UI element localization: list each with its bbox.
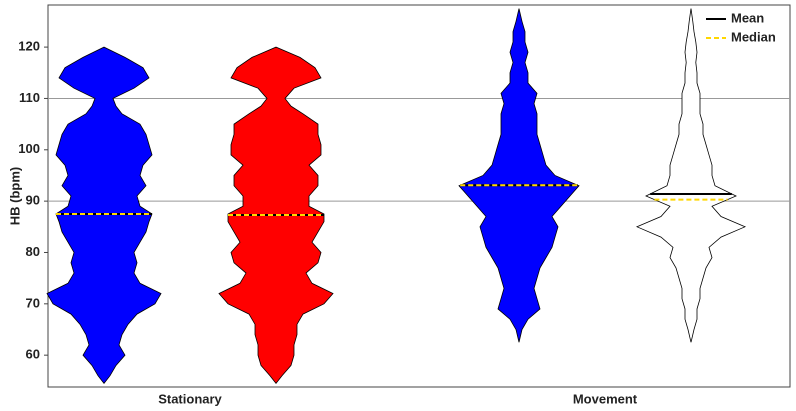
y-tick-label: 60 xyxy=(26,347,40,362)
legend-label: Median xyxy=(731,29,776,44)
y-tick-label: 80 xyxy=(26,244,40,259)
y-tick-label: 70 xyxy=(26,295,40,310)
x-tick-label: Stationary xyxy=(158,391,222,406)
violin xyxy=(458,8,580,343)
y-tick-label: 90 xyxy=(26,193,40,208)
legend-label: Mean xyxy=(731,10,764,25)
y-tick-label: 110 xyxy=(19,90,40,105)
y-tick-label: 120 xyxy=(18,39,40,54)
x-tick-label: Movement xyxy=(573,391,638,406)
y-axis-label: HB (bpm) xyxy=(7,167,22,226)
y-tick-label: 100 xyxy=(18,141,40,156)
violin xyxy=(635,8,747,343)
violin xyxy=(46,46,162,385)
plot-frame xyxy=(47,4,791,388)
